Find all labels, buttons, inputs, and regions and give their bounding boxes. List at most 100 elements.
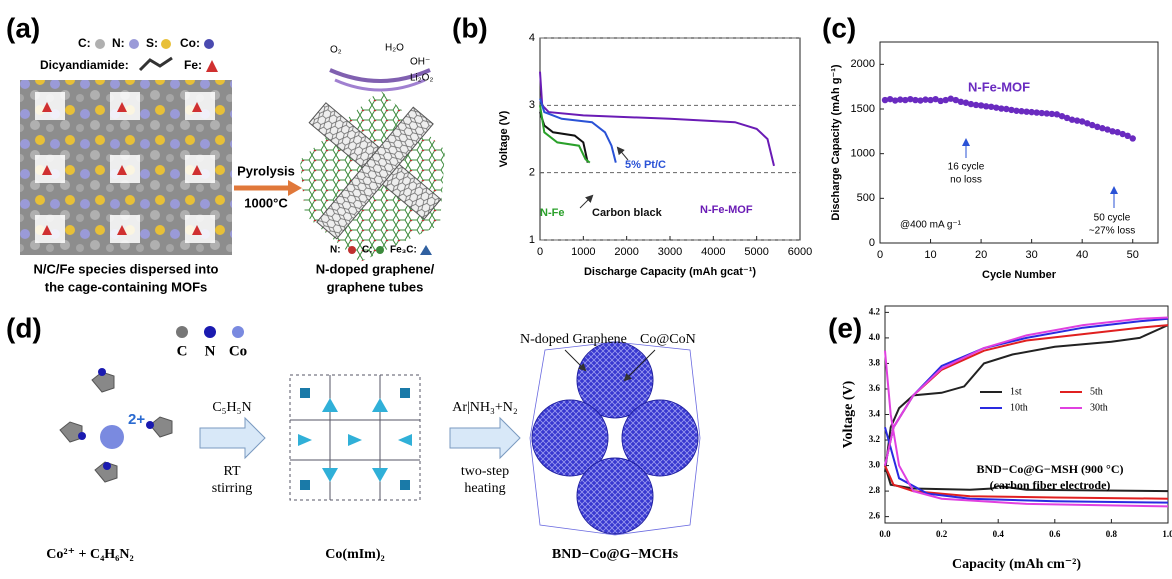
y-tick-label: 3.4	[869, 409, 881, 419]
arrow-label: Pyrolysis	[237, 163, 295, 178]
x-tick-label: 1.0	[1162, 529, 1172, 539]
data-point	[1084, 120, 1091, 127]
data-point	[1018, 108, 1025, 115]
legend-swatch	[420, 245, 432, 255]
treatment-label: heating	[464, 481, 505, 496]
caption: BND−Co@G−MCHs	[552, 547, 679, 562]
legend-swatch	[129, 39, 139, 49]
data-point	[1109, 128, 1116, 135]
gas-label: Ar|NH₃+N₂	[452, 400, 518, 415]
y-tick-label: 1500	[851, 103, 875, 115]
x-tick-label: 6000	[788, 246, 812, 258]
process-arrow	[449, 416, 521, 460]
x-tick-label: 0.8	[1106, 529, 1118, 539]
condition-label: stirring	[212, 481, 252, 496]
species-label: OH⁻	[410, 57, 430, 68]
data-point	[1058, 112, 1066, 120]
caption: N-doped graphene/	[316, 261, 435, 276]
annotation: BND−Co@G−MSH (900 °C)	[977, 462, 1124, 476]
graphene-shell	[529, 341, 701, 536]
pointer	[564, 349, 587, 372]
hollow-sphere	[531, 399, 609, 477]
data-point	[1099, 125, 1106, 132]
annotation: @400 mA g⁻¹	[900, 220, 962, 231]
annotation-arrow	[579, 194, 594, 209]
legend-label: S:	[146, 36, 158, 50]
species-label: H₂O	[385, 43, 404, 54]
process-arrow	[199, 416, 266, 460]
data-point	[886, 95, 894, 103]
data-point	[902, 96, 909, 104]
y-tick-label: 2.6	[869, 511, 881, 521]
data-point	[1068, 116, 1076, 123]
data-point	[927, 96, 934, 104]
series-line	[885, 98, 1133, 139]
shell-label: N-doped Graphene	[520, 332, 627, 347]
series-label: N-Fe-MOF	[968, 79, 1030, 94]
treatment-label: two-step	[461, 464, 509, 479]
reaction-arc	[329, 68, 431, 83]
y-tick-label: 1000	[851, 148, 875, 160]
y-tick-label: 4	[529, 32, 535, 44]
x-tick-label: 1000	[571, 246, 595, 258]
annotation: (carbon fiber electrode)	[990, 478, 1111, 492]
legend-label: 1st	[1010, 386, 1022, 397]
y-tick-label: 3.0	[869, 460, 881, 470]
legend-swatch	[161, 39, 171, 49]
data-point	[881, 96, 889, 104]
mof-cages	[35, 92, 215, 243]
data-point	[942, 96, 949, 104]
series-label: Carbon black	[592, 207, 663, 219]
x-tick-label: 50	[1127, 249, 1139, 261]
legend-label: N:	[112, 36, 125, 50]
caption: N/C/Fe species dispersed into	[34, 261, 219, 276]
data-point	[1003, 105, 1010, 113]
data-point	[1048, 110, 1056, 118]
x-tick-label: 40	[1076, 249, 1088, 261]
data-point	[982, 103, 990, 110]
data-point	[1038, 109, 1045, 117]
legend-label: 10th	[1010, 402, 1028, 413]
x-tick-label: 4000	[701, 246, 725, 258]
atom-icon	[204, 326, 216, 338]
data-point	[1073, 117, 1081, 124]
x-tick-label: 3000	[658, 246, 682, 258]
panel-label: (a)	[6, 12, 40, 43]
arrow-label: 1000°C	[244, 195, 288, 210]
legend-label: C:	[362, 245, 373, 256]
y-tick-label: 2	[529, 167, 535, 179]
legend-label: C:	[78, 36, 91, 50]
chart: (b) 1 2 3 4 0 1000 2000 3000 4000 5000 6000 Discharg…	[452, 12, 812, 278]
x-tick-label: 0	[877, 249, 883, 261]
species-label: Li₂O₂	[410, 73, 433, 84]
x-tick-label: 0.4	[993, 529, 1005, 539]
series-label: N-Fe	[540, 207, 564, 219]
x-axis-title: Discharge Capacity (mAh gcat⁻¹)	[584, 266, 756, 278]
data-point	[957, 98, 965, 106]
pointer	[623, 349, 656, 382]
data-point	[897, 96, 904, 103]
x-axis-title: Cycle Number	[982, 269, 1057, 281]
atom-icon	[176, 326, 188, 338]
data-point	[932, 95, 939, 103]
y-tick-label: 3.8	[869, 358, 881, 368]
data-point	[1033, 109, 1040, 116]
y-tick-label: 0	[869, 237, 875, 249]
x-tick-label: 10	[924, 249, 936, 261]
data-point	[1028, 108, 1035, 116]
data-point	[1114, 129, 1121, 136]
molecule-icon	[138, 56, 173, 72]
plot-frame	[879, 41, 1159, 244]
y-tick-label: 3	[529, 99, 535, 111]
data-point	[1089, 121, 1096, 129]
annotation: 50 cycle	[1094, 213, 1131, 224]
y-tick-label: 3.2	[869, 434, 881, 444]
x-tick-label: 0.2	[936, 529, 948, 539]
x-tick-label: 2000	[614, 246, 638, 258]
y-tick-label: 500	[857, 192, 875, 204]
panel-label: (c)	[822, 12, 856, 43]
zif-framework	[289, 374, 421, 501]
x-tick-label: 0.0	[879, 529, 891, 539]
annotation: 16 cycle	[948, 162, 985, 173]
